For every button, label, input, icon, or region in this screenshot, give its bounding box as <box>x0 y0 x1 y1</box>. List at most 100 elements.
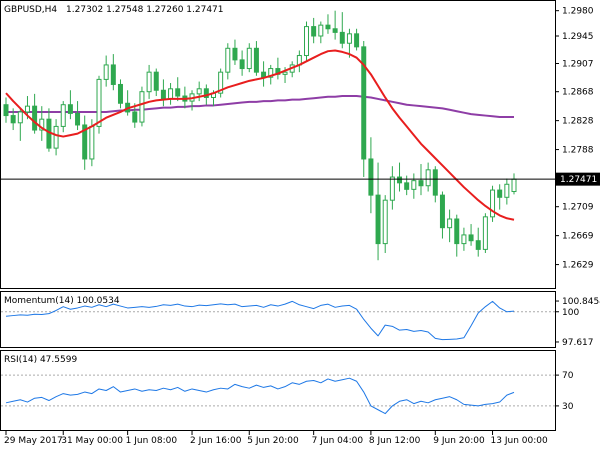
price-pane[interactable]: 1.2980 1.2945 1.2907 1.2868 1.2828 1.2788 1.27… <box>0 0 600 289</box>
price-tick-label: 1.2907 <box>562 59 594 69</box>
symbol-label: GBPUSD,H4 1.27302 1.27548 1.27260 1.2747… <box>4 5 224 15</box>
candle-body-bearish <box>454 218 460 245</box>
time-tick-label: 9 Jun 20:00 <box>433 436 485 446</box>
candle <box>475 227 481 257</box>
candle-body-bullish <box>146 71 152 93</box>
candle-body-bullish <box>103 64 109 80</box>
candle-body-bearish <box>253 47 259 73</box>
candle <box>32 93 38 134</box>
candle <box>232 39 238 65</box>
candle-body-bearish <box>418 180 424 187</box>
candle <box>411 173 417 199</box>
candle <box>153 68 159 97</box>
candle-body-bearish <box>475 240 481 250</box>
candle-body-bullish <box>89 125 95 160</box>
candle <box>454 214 460 257</box>
candle-body-bearish <box>67 104 73 114</box>
rsi-pane-frame <box>0 350 556 431</box>
candle-body-bearish <box>175 88 181 97</box>
candle-body-bullish <box>225 47 231 73</box>
candle-body-bearish <box>332 28 338 33</box>
candle <box>218 68 224 98</box>
candle-body-bullish <box>346 33 352 44</box>
candle-body-bearish <box>153 71 159 91</box>
price-tick-label: 1.2828 <box>562 117 594 127</box>
candle-body-bearish <box>468 234 474 242</box>
candle-body-bullish <box>511 178 517 193</box>
candle <box>75 101 81 131</box>
candle-body-bullish <box>60 104 66 127</box>
candle <box>67 90 73 120</box>
candle <box>382 195 388 254</box>
candle-body-bearish <box>132 111 138 123</box>
candle <box>304 21 310 62</box>
candle-body-bearish <box>232 47 238 61</box>
fast-moving-average-line <box>5 49 515 221</box>
candle <box>361 41 367 178</box>
candle <box>103 55 109 87</box>
current-price-tag <box>556 172 600 186</box>
candle-body-bearish <box>3 104 9 117</box>
momentum-title: Momentum(14) 100.0534 <box>4 296 120 306</box>
momentum-axis: 100.8454100 97.617 <box>555 297 600 348</box>
time-tick-label: 8 Jun 12:00 <box>369 436 421 446</box>
rsi-axis: 70 30 <box>555 371 574 412</box>
rsi-line <box>5 377 515 415</box>
candle-body-bearish <box>82 124 88 160</box>
candle <box>17 108 23 141</box>
candle-body-bullish <box>447 218 453 229</box>
momentum-line <box>5 300 515 341</box>
candle <box>196 81 202 102</box>
slow-moving-average-line <box>6 95 514 119</box>
candle <box>268 64 274 85</box>
candle <box>132 103 138 128</box>
candle-body-bearish <box>361 46 367 160</box>
candle <box>346 28 352 58</box>
momentum-pane[interactable]: 100.8454100 97.617 Momentum(14) 100.0534 <box>0 291 600 348</box>
rsi-title: RSI(14) 47.5599 <box>4 355 77 365</box>
candle-body-bullish <box>411 180 417 190</box>
candle-body-bearish <box>117 83 123 104</box>
candle <box>461 227 467 251</box>
candle-body-bullish <box>218 71 224 94</box>
candle-body-bullish <box>461 234 467 245</box>
current-price-label: 1.27471 <box>556 172 600 186</box>
price-tick-label: 1.2980 <box>562 7 594 17</box>
candle-body-bullish <box>282 71 288 75</box>
candle <box>311 17 317 44</box>
candle-body-bearish <box>375 194 381 245</box>
candle-body-bearish <box>354 33 360 48</box>
candle <box>325 14 331 34</box>
candle-body-bearish <box>325 24 331 30</box>
time-tick-label: 2 Jun 16:00 <box>190 436 242 446</box>
candle <box>504 178 510 205</box>
candle <box>368 137 374 214</box>
rsi-pane[interactable]: 70 30 RSI(14) 47.5599 <box>0 350 574 431</box>
candle-body-bearish <box>32 105 38 131</box>
candle <box>497 184 503 210</box>
time-tick-label: 13 Jun 00:00 <box>491 436 548 446</box>
candle <box>39 106 45 141</box>
candle-body-bearish <box>432 169 438 196</box>
price-tick-label: 1.2669 <box>562 232 594 242</box>
candle-body-bearish <box>10 115 16 124</box>
candle <box>468 224 474 246</box>
candle-body-bullish <box>490 189 496 218</box>
candle <box>53 119 59 156</box>
price-tick-label: 1.2788 <box>562 146 594 156</box>
candle-body-bearish <box>261 71 267 78</box>
candle-body-bullish <box>139 91 145 123</box>
time-tick-label: 1 Jun 08:00 <box>126 436 178 446</box>
candle <box>239 50 245 76</box>
momentum-tick-label: 100.8454 <box>562 297 600 307</box>
candle <box>175 77 181 102</box>
candle-body-bullish <box>389 176 395 201</box>
candle <box>110 54 116 91</box>
candle <box>439 191 445 239</box>
rsi-tick-label: 70 <box>562 371 574 381</box>
candle-body-bearish <box>160 89 166 100</box>
time-tick-label: 7 Jun 04:00 <box>312 436 364 446</box>
